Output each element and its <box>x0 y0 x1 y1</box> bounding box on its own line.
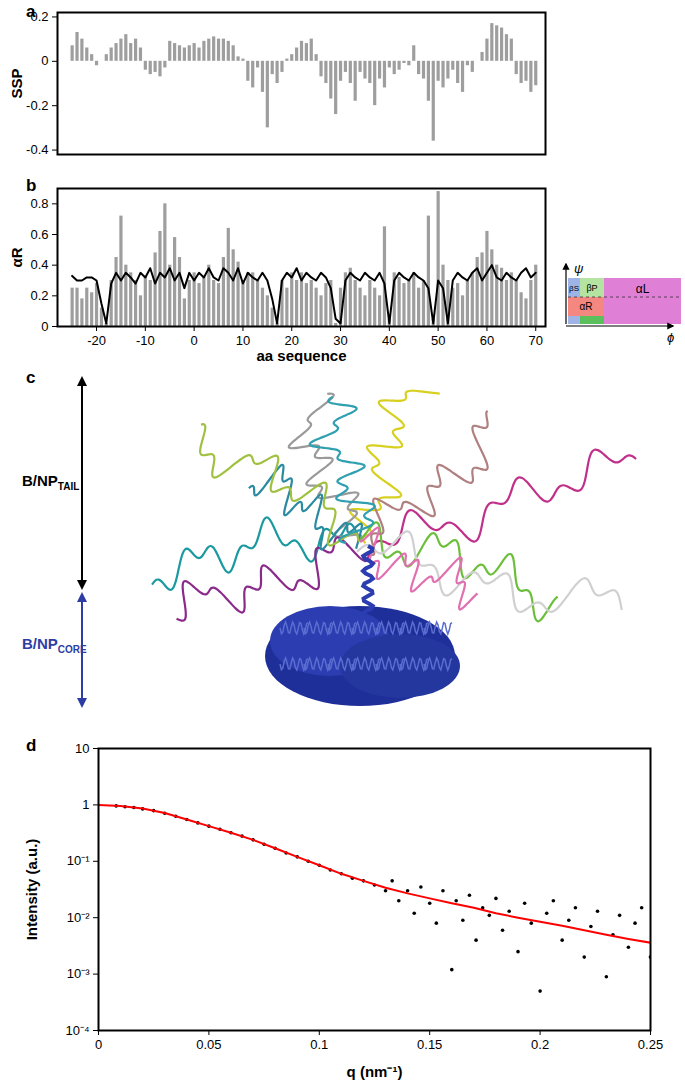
svg-text:βS: βS <box>569 284 579 293</box>
svg-text:10: 10 <box>236 333 250 348</box>
svg-text:q (nm⁻¹): q (nm⁻¹) <box>347 1063 403 1080</box>
svg-text:B/NPTAIL: B/NPTAIL <box>22 472 79 492</box>
svg-text:B/NPCORE: B/NPCORE <box>22 635 87 655</box>
svg-text:0.25: 0.25 <box>638 1037 663 1052</box>
svg-text:0.05: 0.05 <box>196 1037 221 1052</box>
svg-text:30: 30 <box>333 333 347 348</box>
svg-text:0.1: 0.1 <box>310 1037 328 1052</box>
svg-text:0.6: 0.6 <box>30 227 48 242</box>
svg-text:60: 60 <box>480 333 494 348</box>
svg-text:SSP: SSP <box>8 68 25 98</box>
svg-text:10⁻⁴: 10⁻⁴ <box>65 1023 89 1038</box>
svg-text:0: 0 <box>41 53 48 68</box>
svg-text:αR: αR <box>8 247 25 267</box>
svg-text:-20: -20 <box>87 333 106 348</box>
svg-text:10⁻³: 10⁻³ <box>67 966 90 981</box>
svg-text:-0.2: -0.2 <box>26 98 48 113</box>
svg-text:0.8: 0.8 <box>30 196 48 211</box>
svg-text:0.2: 0.2 <box>30 288 48 303</box>
svg-text:1: 1 <box>82 797 89 812</box>
svg-text:0: 0 <box>95 1037 102 1052</box>
svg-text:0.4: 0.4 <box>30 257 48 272</box>
svg-text:Intensity (a.u.): Intensity (a.u.) <box>23 839 40 941</box>
svg-text:10⁻²: 10⁻² <box>67 910 90 925</box>
svg-text:10⁻¹: 10⁻¹ <box>67 853 90 868</box>
svg-text:αR: αR <box>579 301 592 312</box>
svg-text:0.15: 0.15 <box>417 1037 442 1052</box>
svg-text:10: 10 <box>75 741 89 756</box>
svg-text:αL: αL <box>636 282 650 296</box>
svg-text:aa sequence: aa sequence <box>256 347 346 364</box>
svg-text:70: 70 <box>529 333 543 348</box>
svg-text:ϕ: ϕ <box>667 330 674 345</box>
svg-text:0: 0 <box>41 319 48 334</box>
svg-text:20: 20 <box>285 333 299 348</box>
svg-text:50: 50 <box>431 333 445 348</box>
svg-text:βP: βP <box>586 283 597 293</box>
svg-text:-0.4: -0.4 <box>26 142 48 157</box>
svg-text:0: 0 <box>191 333 198 348</box>
svg-text:0.2: 0.2 <box>531 1037 549 1052</box>
svg-text:40: 40 <box>382 333 396 348</box>
svg-text:-10: -10 <box>136 333 155 348</box>
svg-text:ψ: ψ <box>574 261 584 276</box>
